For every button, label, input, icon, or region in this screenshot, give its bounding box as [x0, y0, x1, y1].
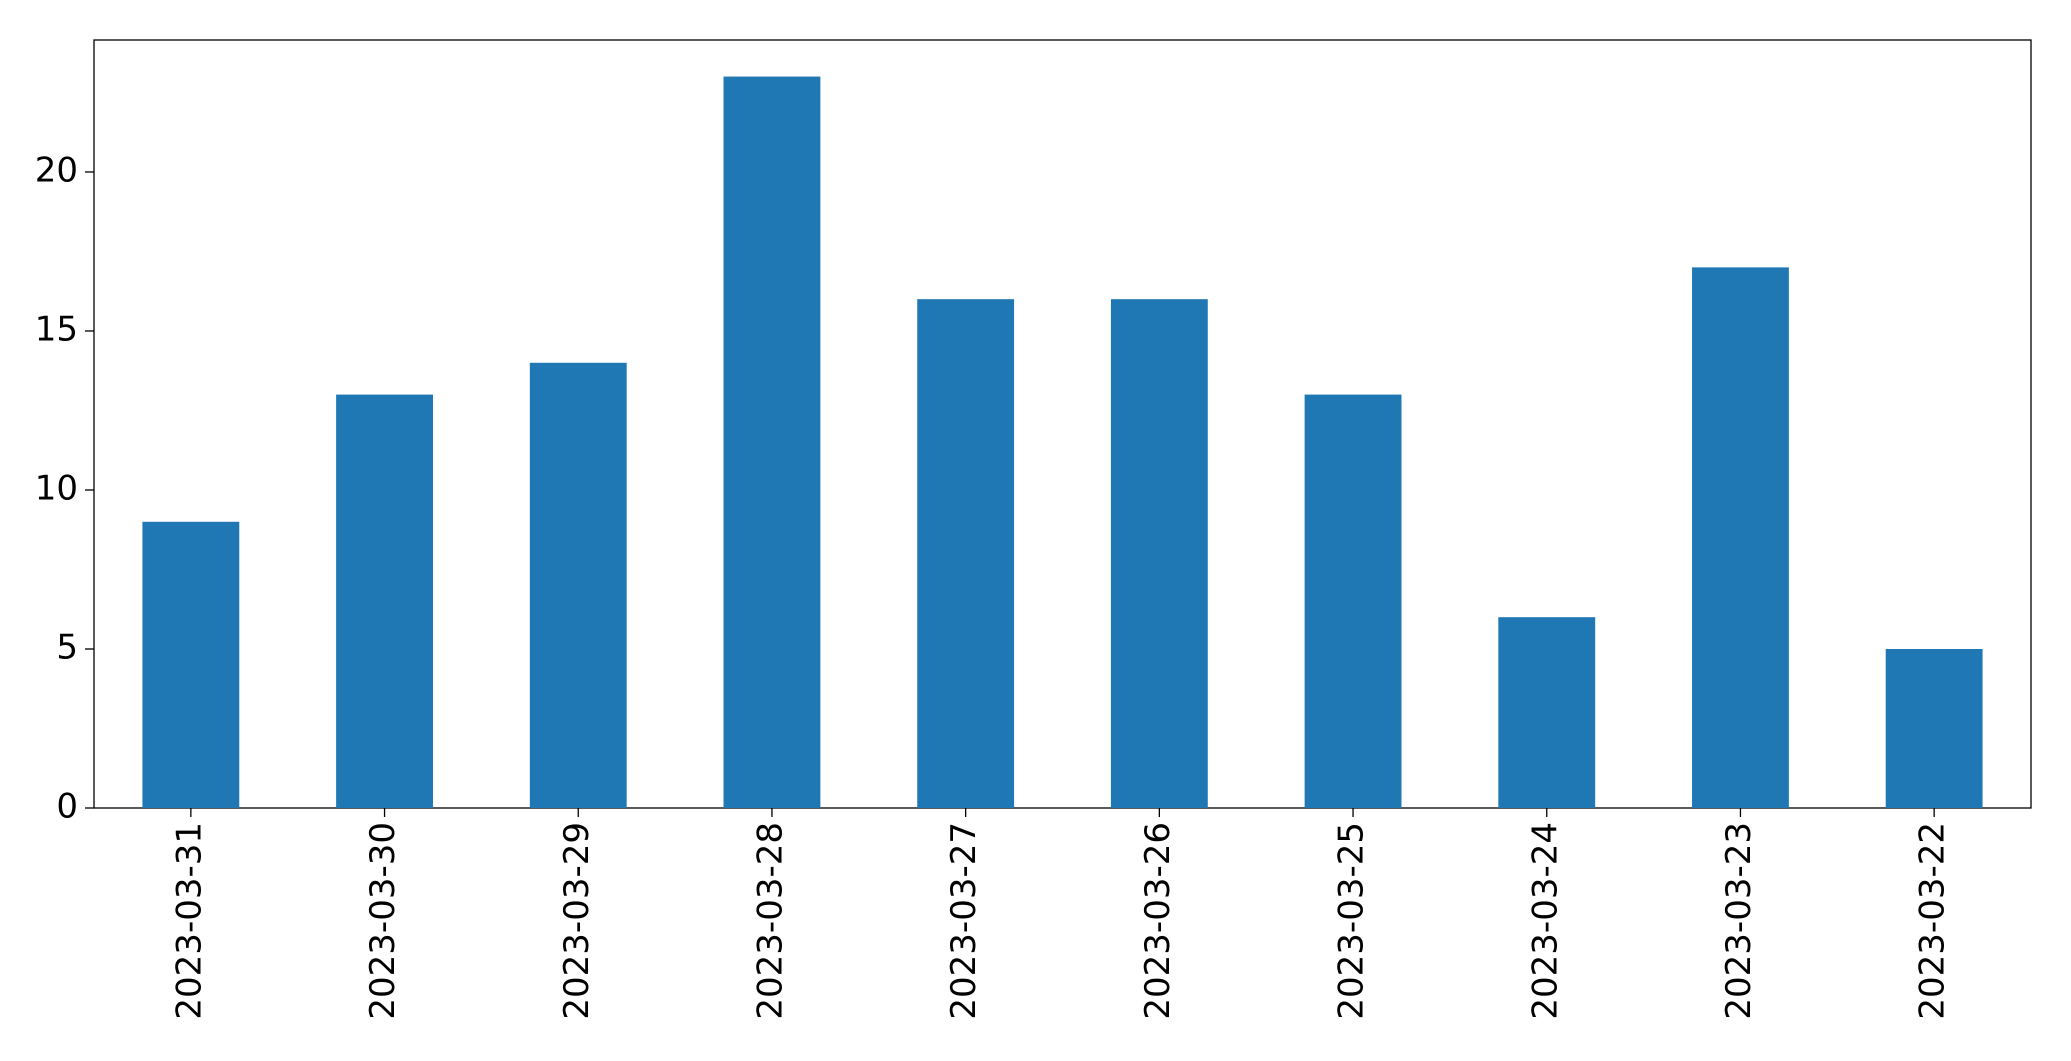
plot-frame: [93, 39, 2032, 809]
bar: [1692, 267, 1789, 808]
x-tick-label: 2023-03-26: [1138, 822, 1178, 1020]
y-tick-label: 10: [35, 468, 78, 508]
x-tick-label: 2023-03-23: [1719, 822, 1759, 1020]
bar: [917, 299, 1015, 808]
bar: [336, 394, 433, 808]
x-tick-label: 2023-03-30: [363, 822, 403, 1020]
x-tick-label: 2023-03-29: [557, 822, 597, 1020]
bar: [1110, 299, 1208, 808]
x-tick-label: 2023-03-28: [750, 822, 790, 1020]
bar: [1498, 617, 1596, 808]
bar: [142, 521, 240, 808]
bar: [1885, 648, 1983, 808]
y-tick-label: 15: [35, 309, 78, 349]
bar: [529, 362, 627, 808]
x-tick-label: 2023-03-25: [1332, 822, 1372, 1020]
x-tick-label: 2023-03-27: [944, 822, 984, 1020]
y-tick-label: 0: [56, 787, 78, 827]
x-tick-label: 2023-03-24: [1525, 822, 1565, 1020]
y-tick-label: 20: [35, 150, 78, 190]
x-tick-label: 2023-03-22: [1913, 822, 1953, 1020]
y-tick-label: 5: [56, 627, 78, 667]
bar: [1304, 394, 1402, 808]
x-tick-label: 2023-03-31: [169, 822, 209, 1020]
bar: [723, 76, 821, 809]
